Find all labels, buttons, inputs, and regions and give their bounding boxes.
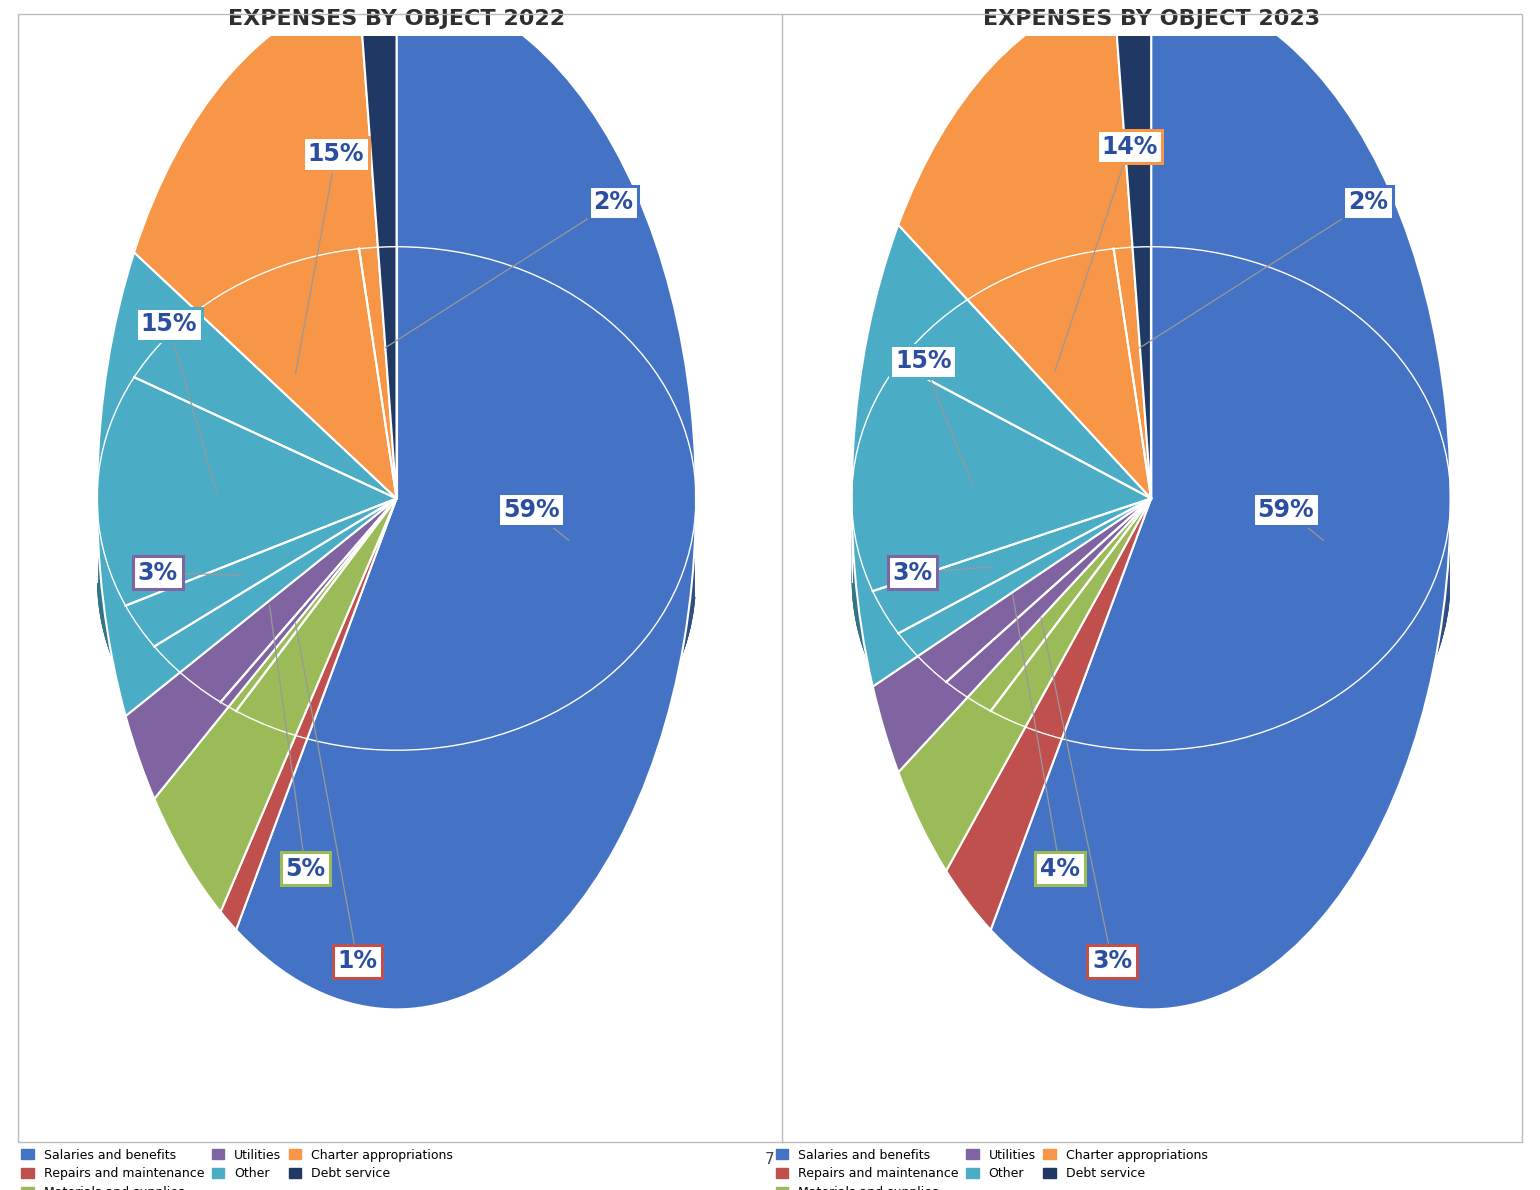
Text: 59%: 59% — [1257, 497, 1324, 540]
Polygon shape — [220, 702, 236, 793]
Title: EXPENSES BY OBJECT 2022: EXPENSES BY OBJECT 2022 — [228, 8, 565, 29]
Polygon shape — [898, 633, 946, 764]
Text: 5%: 5% — [270, 606, 325, 881]
Text: 59%: 59% — [502, 497, 570, 540]
Polygon shape — [126, 606, 154, 728]
Ellipse shape — [852, 328, 1451, 832]
Polygon shape — [220, 702, 236, 793]
Text: 3%: 3% — [892, 560, 992, 584]
Polygon shape — [236, 514, 696, 832]
Polygon shape — [852, 501, 873, 672]
Wedge shape — [154, 499, 397, 912]
Legend: Salaries and benefits, Repairs and maintenance, Materials and supplies, Utilitie: Salaries and benefits, Repairs and maint… — [15, 1144, 457, 1190]
Text: 1%: 1% — [296, 624, 377, 973]
Wedge shape — [359, 0, 397, 499]
Legend: Salaries and benefits, Repairs and maintenance, Materials and supplies, Utilitie: Salaries and benefits, Repairs and maint… — [770, 1144, 1212, 1190]
Polygon shape — [126, 606, 154, 728]
Wedge shape — [236, 0, 696, 1009]
Wedge shape — [990, 0, 1451, 1009]
Text: 2%: 2% — [385, 190, 633, 347]
Text: 15%: 15% — [140, 313, 217, 494]
Wedge shape — [126, 499, 397, 798]
Text: 15%: 15% — [895, 350, 972, 484]
Polygon shape — [236, 246, 696, 832]
Wedge shape — [898, 499, 1152, 871]
Polygon shape — [990, 246, 1451, 832]
Wedge shape — [97, 252, 397, 716]
Text: 3%: 3% — [137, 560, 242, 584]
Wedge shape — [1113, 0, 1152, 499]
Wedge shape — [946, 499, 1152, 929]
Ellipse shape — [97, 328, 696, 832]
Text: 14%: 14% — [1055, 134, 1158, 371]
Text: 2%: 2% — [1140, 190, 1388, 347]
Polygon shape — [873, 591, 898, 715]
Polygon shape — [873, 591, 898, 715]
Wedge shape — [873, 499, 1152, 772]
Polygon shape — [97, 377, 134, 687]
Wedge shape — [852, 225, 1152, 687]
Wedge shape — [898, 0, 1152, 499]
Text: 7: 7 — [765, 1152, 775, 1167]
Wedge shape — [134, 0, 397, 499]
Polygon shape — [154, 646, 220, 783]
Text: 3%: 3% — [1041, 618, 1132, 973]
Text: 4%: 4% — [1013, 595, 1080, 881]
Polygon shape — [990, 514, 1451, 832]
Polygon shape — [946, 682, 990, 793]
Polygon shape — [852, 364, 898, 672]
Title: EXPENSES BY OBJECT 2023: EXPENSES BY OBJECT 2023 — [983, 8, 1320, 29]
Polygon shape — [154, 646, 220, 783]
Polygon shape — [97, 501, 126, 687]
Wedge shape — [220, 499, 397, 929]
Text: 15%: 15% — [296, 142, 363, 374]
Polygon shape — [946, 682, 990, 793]
Polygon shape — [898, 633, 946, 764]
